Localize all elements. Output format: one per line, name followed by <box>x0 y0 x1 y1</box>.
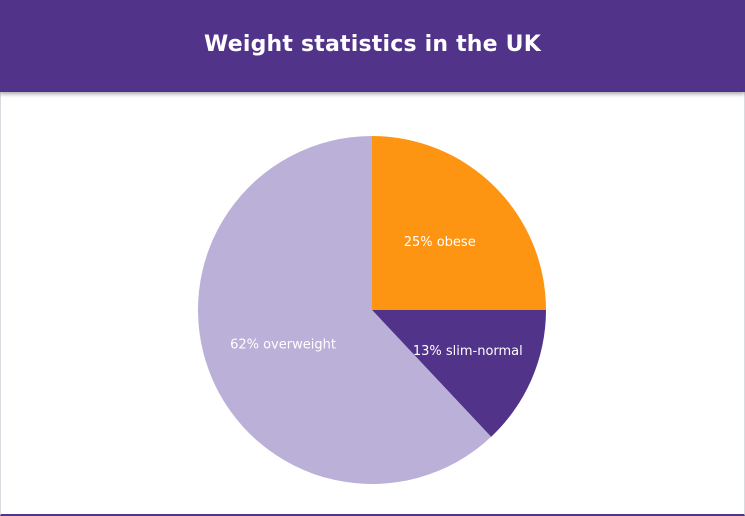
header-bar: Weight statistics in the UK <box>0 0 745 92</box>
pie-slice-label-1: 13% slim-normal <box>413 344 523 359</box>
chart-title: Weight statistics in the UK <box>204 31 541 57</box>
pie-slice-2 <box>197 136 492 484</box>
pie-slice-0 <box>372 136 546 310</box>
pie-slice-1 <box>372 310 546 437</box>
pie-slice-label-2: 62% overweight <box>230 338 336 353</box>
pie-slice-label-0: 25% obese <box>404 235 476 250</box>
